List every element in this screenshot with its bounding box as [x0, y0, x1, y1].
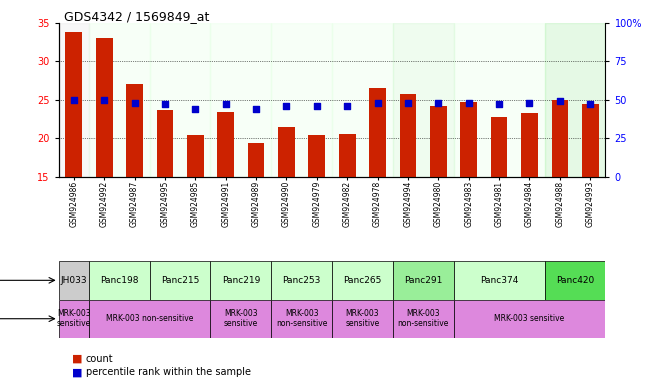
- Text: MRK-003
non-sensitive: MRK-003 non-sensitive: [398, 309, 449, 328]
- Bar: [217, 112, 234, 177]
- Bar: [210, 23, 271, 177]
- Text: Panc374: Panc374: [480, 276, 518, 285]
- Bar: [582, 104, 599, 177]
- Bar: [332, 300, 393, 338]
- Bar: [393, 261, 454, 300]
- Point: [524, 100, 534, 106]
- Text: GDS4342 / 1569849_at: GDS4342 / 1569849_at: [64, 10, 210, 23]
- Point: [403, 100, 413, 106]
- Text: MRK-003
sensitive: MRK-003 sensitive: [57, 309, 91, 328]
- Bar: [59, 23, 89, 177]
- Bar: [59, 300, 89, 338]
- Bar: [150, 23, 210, 177]
- Text: JH033: JH033: [61, 276, 87, 285]
- Bar: [126, 84, 143, 177]
- Bar: [156, 110, 173, 177]
- Bar: [339, 134, 355, 177]
- Text: Panc291: Panc291: [404, 276, 442, 285]
- Bar: [369, 88, 386, 177]
- Text: MRK-003
sensitive: MRK-003 sensitive: [345, 309, 380, 328]
- Text: MRK-003 sensitive: MRK-003 sensitive: [494, 314, 564, 323]
- Point: [190, 106, 201, 112]
- Bar: [271, 23, 332, 177]
- Bar: [65, 32, 82, 177]
- Bar: [96, 38, 113, 177]
- Bar: [150, 261, 210, 300]
- Bar: [89, 261, 150, 300]
- Bar: [89, 300, 210, 338]
- Bar: [454, 300, 605, 338]
- Point: [221, 101, 231, 108]
- Point: [251, 106, 261, 112]
- Text: Panc253: Panc253: [283, 276, 321, 285]
- Bar: [210, 261, 271, 300]
- Text: MRK-003 non-sensitive: MRK-003 non-sensitive: [106, 314, 193, 323]
- Bar: [460, 102, 477, 177]
- Bar: [545, 23, 605, 177]
- Text: ■: ■: [72, 354, 82, 364]
- Point: [555, 98, 565, 104]
- Point: [68, 97, 79, 103]
- Text: Panc215: Panc215: [161, 276, 199, 285]
- Point: [312, 103, 322, 109]
- Bar: [187, 135, 204, 177]
- Text: Panc219: Panc219: [222, 276, 260, 285]
- Bar: [271, 300, 332, 338]
- Bar: [210, 300, 271, 338]
- Bar: [309, 135, 326, 177]
- Bar: [551, 100, 568, 177]
- Point: [464, 100, 474, 106]
- Text: Panc420: Panc420: [556, 276, 594, 285]
- Point: [159, 101, 170, 108]
- Text: MRK-003
non-sensitive: MRK-003 non-sensitive: [276, 309, 327, 328]
- Bar: [393, 300, 454, 338]
- Bar: [278, 127, 295, 177]
- Text: MRK-003
sensitive: MRK-003 sensitive: [224, 309, 258, 328]
- Bar: [59, 261, 89, 300]
- Bar: [400, 94, 417, 177]
- Bar: [247, 143, 264, 177]
- Bar: [332, 23, 393, 177]
- Point: [433, 100, 443, 106]
- Text: ■: ■: [72, 367, 82, 377]
- Bar: [430, 106, 447, 177]
- Point: [372, 100, 383, 106]
- Bar: [454, 23, 545, 177]
- Bar: [454, 261, 545, 300]
- Point: [342, 103, 352, 109]
- Bar: [491, 117, 508, 177]
- Bar: [545, 261, 605, 300]
- Bar: [89, 23, 150, 177]
- Point: [585, 101, 596, 108]
- Text: Panc198: Panc198: [100, 276, 139, 285]
- Bar: [271, 261, 332, 300]
- Bar: [521, 113, 538, 177]
- Text: Panc265: Panc265: [343, 276, 381, 285]
- Point: [281, 103, 292, 109]
- Bar: [393, 23, 454, 177]
- Text: count: count: [86, 354, 113, 364]
- Point: [99, 97, 109, 103]
- Bar: [332, 261, 393, 300]
- Text: percentile rank within the sample: percentile rank within the sample: [86, 367, 251, 377]
- Point: [130, 100, 140, 106]
- Point: [494, 101, 505, 108]
